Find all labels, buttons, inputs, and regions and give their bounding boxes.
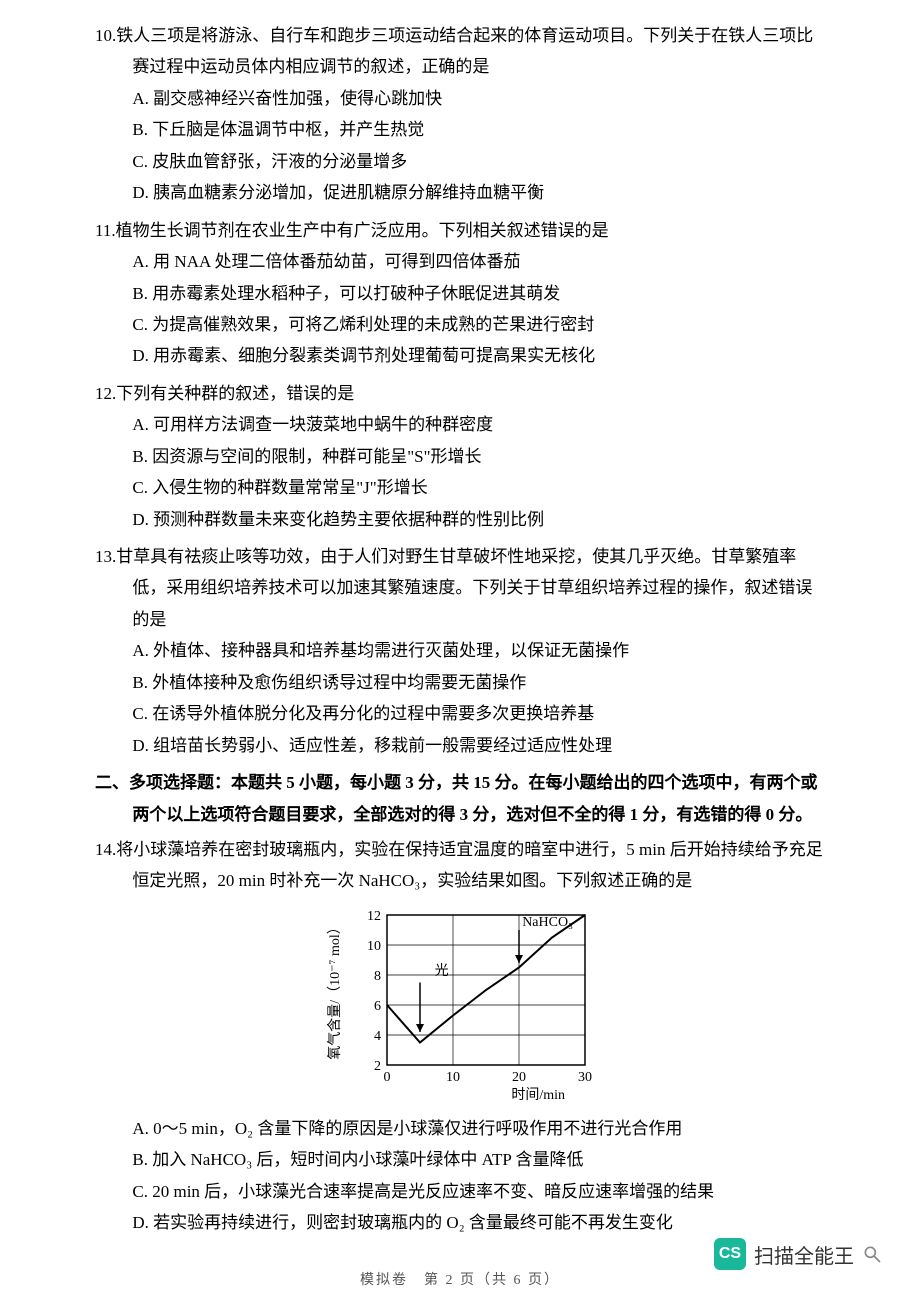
question-12: 12.下列有关种群的叙述，错误的是 A. 可用样方法调查一块菠菜地中蜗牛的种群密…	[95, 378, 825, 535]
q14-chart-wrap: 0 10 20 30 2 4 6 8 10 12 氧气含量/（10⁻⁷ mol） 时间/min 光 NaH…	[95, 905, 825, 1105]
q13-num: 13.	[95, 547, 116, 566]
q10-option-a: A. 副交感神经兴奋性加强，使得心跳加快	[95, 83, 825, 114]
cs-badge-icon: CS	[714, 1238, 746, 1270]
svg-text:0: 0	[384, 1070, 391, 1085]
svg-text:10: 10	[446, 1070, 460, 1085]
svg-text:NaHCO₃: NaHCO₃	[522, 915, 573, 930]
q12-option-d: D. 预测种群数量未来变化趋势主要依据种群的性别比例	[95, 504, 825, 535]
svg-text:12: 12	[367, 909, 381, 924]
q12-option-b: B. 因资源与空间的限制，种群可能呈"S"形增长	[95, 441, 825, 472]
q14-option-b: B. 加入 NaHCO₃ 后，短时间内小球藻叶绿体中 ATP 含量降低	[95, 1144, 825, 1175]
q11-option-b: B. 用赤霉素处理水稻种子，可以打破种子休眠促进其萌发	[95, 278, 825, 309]
q13-option-b: B. 外植体接种及愈伤组织诱导过程中均需要无菌操作	[95, 667, 825, 698]
q11-stem: 11.植物生长调节剂在农业生产中有广泛应用。下列相关叙述错误的是	[95, 215, 825, 246]
svg-text:光: 光	[435, 963, 449, 979]
svg-text:20: 20	[512, 1070, 526, 1085]
svg-text:2: 2	[374, 1059, 381, 1074]
q12-option-c: C. 入侵生物的种群数量常常呈"J"形增长	[95, 472, 825, 503]
svg-text:30: 30	[578, 1070, 592, 1085]
section-2-header: 二、多项选择题：本题共 5 小题，每小题 3 分，共 15 分。在每小题给出的四…	[95, 767, 825, 830]
q12-num: 12.	[95, 384, 116, 403]
svg-text:氧气含量/（10⁻⁷ mol）: 氧气含量/（10⁻⁷ mol）	[327, 920, 343, 1059]
q12-stem: 12.下列有关种群的叙述，错误的是	[95, 378, 825, 409]
svg-text:时间/min: 时间/min	[511, 1087, 565, 1103]
q10-option-d: D. 胰高血糖素分泌增加，促进肌糖原分解维持血糖平衡	[95, 177, 825, 208]
q10-option-c: C. 皮肤血管舒张，汗液的分泌量增多	[95, 146, 825, 177]
search-icon	[862, 1244, 882, 1264]
q13-option-a: A. 外植体、接种器具和培养基均需进行灭菌处理，以保证无菌操作	[95, 635, 825, 666]
question-13: 13.甘草具有祛痰止咳等功效，由于人们对野生甘草破坏性地采挖，使其几乎灭绝。甘草…	[95, 541, 825, 761]
q14-option-c: C. 20 min 后，小球藻光合速率提高是光反应速率不变、暗反应速率增强的结果	[95, 1176, 825, 1207]
scanner-watermark: CS 扫描全能王	[706, 1234, 890, 1274]
q10-num: 10.	[95, 26, 116, 45]
q11-option-a: A. 用 NAA 处理二倍体番茄幼苗，可得到四倍体番茄	[95, 246, 825, 277]
q11-option-c: C. 为提高催熟效果，可将乙烯利处理的未成熟的芒果进行密封	[95, 309, 825, 340]
q14-stem: 14.将小球藻培养在密封玻璃瓶内，实验在保持适宜温度的暗室中进行，5 min 后…	[95, 834, 825, 897]
q12-stem-text: 下列有关种群的叙述，错误的是	[116, 384, 354, 403]
question-11: 11.植物生长调节剂在农业生产中有广泛应用。下列相关叙述错误的是 A. 用 NA…	[95, 215, 825, 372]
q14-stem-text: 将小球藻培养在密封玻璃瓶内，实验在保持适宜温度的暗室中进行，5 min 后开始持…	[116, 840, 822, 890]
exam-page: 10.铁人三项是将游泳、自行车和跑步三项运动结合起来的体育运动项目。下列关于在铁…	[0, 0, 920, 1309]
q10-option-b: B. 下丘脑是体温调节中枢，并产生热觉	[95, 114, 825, 145]
q10-stem-text: 铁人三项是将游泳、自行车和跑步三项运动结合起来的体育运动项目。下列关于在铁人三项…	[116, 26, 813, 76]
svg-text:4: 4	[374, 1029, 381, 1044]
svg-text:10: 10	[367, 939, 381, 954]
svg-text:6: 6	[374, 999, 381, 1014]
q14-option-a: A. 0～5 min，O₂ 含量下降的原因是小球藻仅进行呼吸作用不进行光合作用	[95, 1113, 825, 1144]
q14-num: 14.	[95, 840, 116, 859]
question-14: 14.将小球藻培养在密封玻璃瓶内，实验在保持适宜温度的暗室中进行，5 min 后…	[95, 834, 825, 1239]
svg-text:8: 8	[374, 969, 381, 984]
watermark-text: 扫描全能王	[754, 1240, 854, 1269]
q11-option-d: D. 用赤霉素、细胞分裂素类调节剂处理葡萄可提高果实无核化	[95, 340, 825, 371]
q13-option-c: C. 在诱导外植体脱分化及再分化的过程中需要多次更换培养基	[95, 698, 825, 729]
q14-chart: 0 10 20 30 2 4 6 8 10 12 氧气含量/（10⁻⁷ mol） 时间/min 光 NaH…	[325, 905, 595, 1105]
question-10: 10.铁人三项是将游泳、自行车和跑步三项运动结合起来的体育运动项目。下列关于在铁…	[95, 20, 825, 209]
q11-stem-text: 植物生长调节剂在农业生产中有广泛应用。下列相关叙述错误的是	[116, 221, 609, 240]
q11-num: 11.	[95, 221, 116, 240]
q12-option-a: A. 可用样方法调查一块菠菜地中蜗牛的种群密度	[95, 409, 825, 440]
q13-option-d: D. 组培苗长势弱小、适应性差，移栽前一般需要经过适应性处理	[95, 730, 825, 761]
q10-stem: 10.铁人三项是将游泳、自行车和跑步三项运动结合起来的体育运动项目。下列关于在铁…	[95, 20, 825, 83]
q13-stem-text: 甘草具有祛痰止咳等功效，由于人们对野生甘草破坏性地采挖，使其几乎灭绝。甘草繁殖率…	[116, 547, 812, 629]
q13-stem: 13.甘草具有祛痰止咳等功效，由于人们对野生甘草破坏性地采挖，使其几乎灭绝。甘草…	[95, 541, 825, 635]
